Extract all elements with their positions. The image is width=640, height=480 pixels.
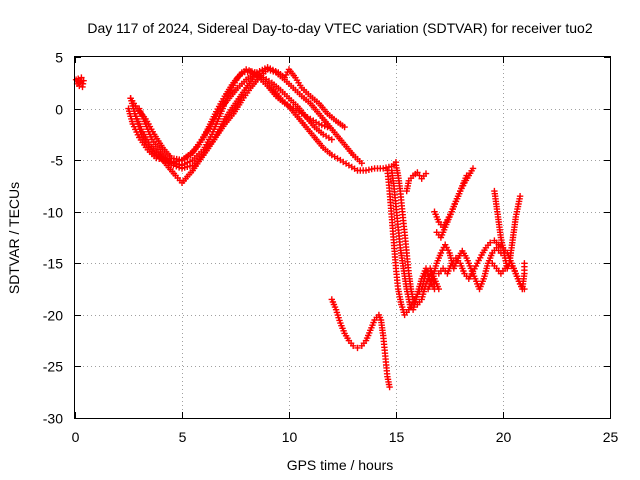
axis-ticks [75,57,611,419]
data-point [350,342,357,349]
chart-title: Day 117 of 2024, Sidereal Day-to-day VTE… [87,20,592,36]
y-tick-label: -10 [43,205,63,221]
y-tick-label: 5 [55,50,63,66]
y-axis-label: SDTVAR / TECUs [6,182,22,294]
data-point [469,165,477,172]
series-track-13 [433,172,470,241]
series-track-11 [328,296,393,391]
x-tick-label: 0 [72,429,80,445]
plot-frame [74,56,611,419]
series-track-10 [403,169,430,195]
data-point [354,344,361,352]
y-tick-label: -15 [43,256,63,272]
x-tick-label: 20 [496,429,512,445]
series-track-17 [489,260,528,293]
y-tick-label: -5 [51,153,64,169]
data-point [341,123,348,131]
data-point [435,285,442,293]
axis-tick-labels: 0 5 10 15 20 25 -30 -25 -20 -15 -10 -5 0 5 [43,50,619,446]
x-tick-label: 10 [282,429,298,445]
data-point [487,239,494,246]
x-tick-label: 15 [389,429,405,445]
data-point [368,165,375,173]
x-axis-label: GPS time / hours [287,457,394,473]
series-track-1 [72,74,87,91]
y-tick-label: -25 [43,359,63,375]
data-point [463,172,470,179]
data-point [358,160,365,167]
data-point [80,77,87,84]
data-point [175,164,183,171]
data-marks [72,64,528,391]
data-point [516,193,524,200]
x-tick-label: 25 [603,429,619,445]
data-point [521,260,528,267]
data-point [170,162,177,169]
data-point [318,121,325,129]
data-point [422,170,430,177]
y-tick-label: -20 [43,308,63,324]
y-tick-label: -30 [43,411,63,427]
data-point [386,383,393,391]
y-tick-label: 0 [55,102,63,118]
series-track-5 [131,64,348,186]
x-tick-label: 5 [179,429,187,445]
series-track-6 [127,69,335,164]
series-track-16 [491,187,524,272]
series-track-9 [384,167,442,319]
data-point [328,136,335,143]
